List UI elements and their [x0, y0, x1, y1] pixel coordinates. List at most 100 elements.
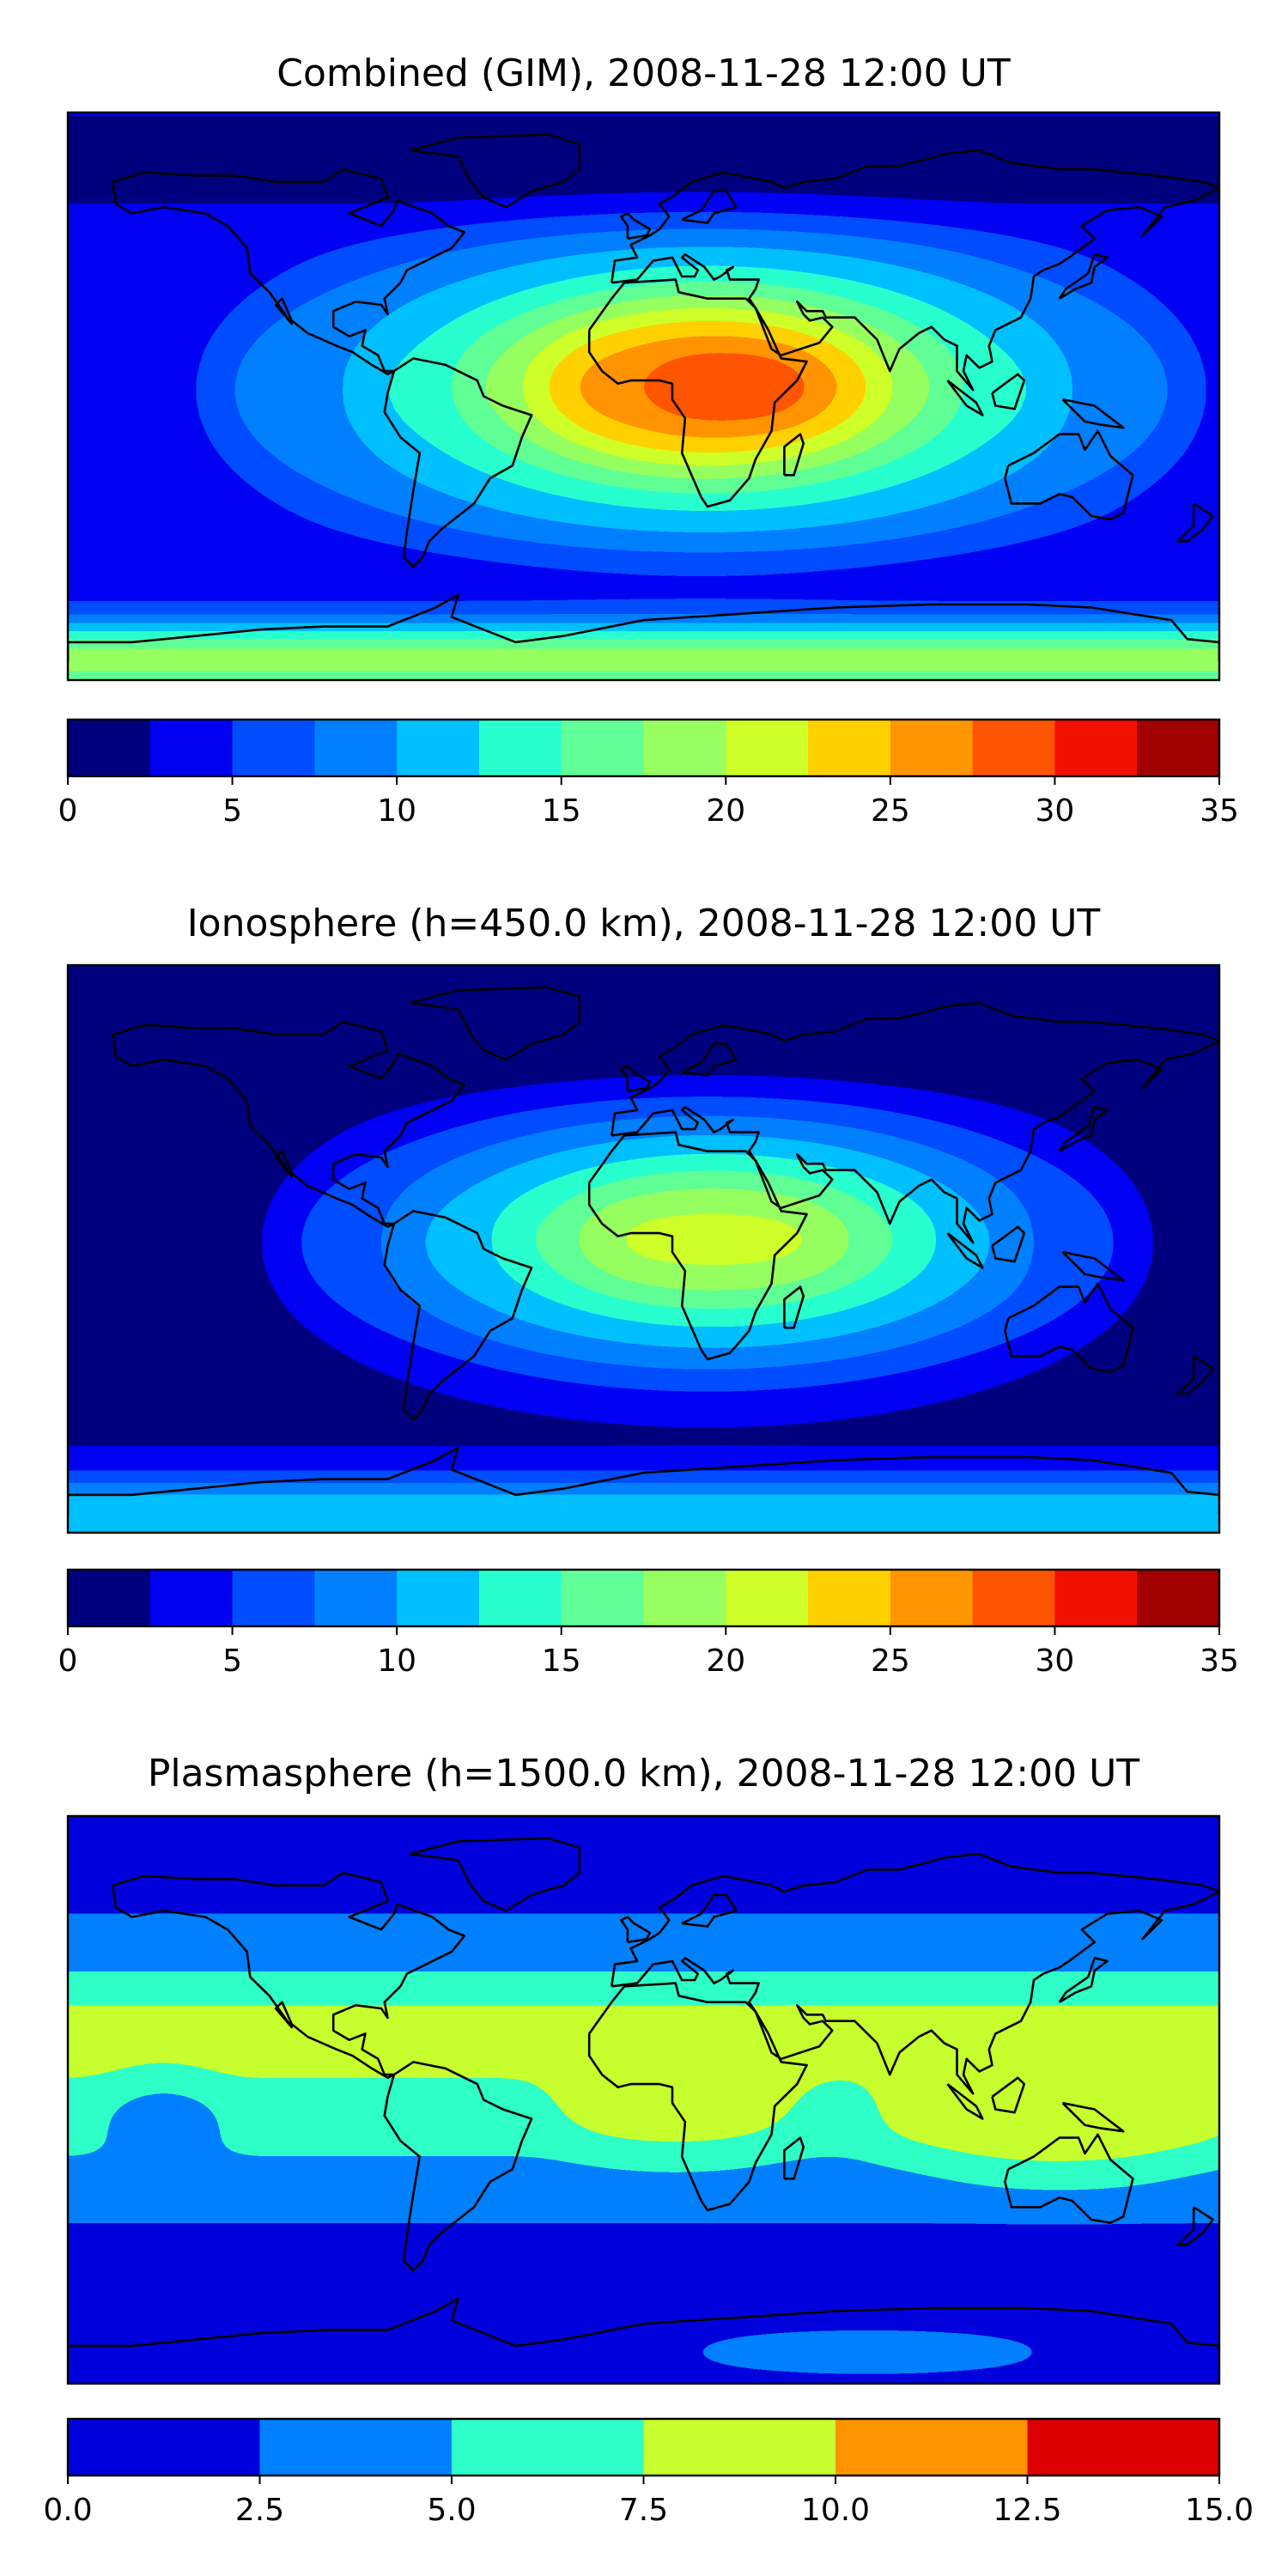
map-frame-1	[66, 111, 1221, 682]
map-frame-2	[66, 963, 1221, 1534]
colorbar-1-tick-label-6: 25	[871, 793, 910, 829]
colorbar-2-swatch-7	[561, 1570, 645, 1626]
colorbar-2-swatch-2	[149, 1570, 234, 1626]
coastline-1-7	[681, 190, 738, 224]
colorbar-1-swatch-13	[1054, 720, 1138, 776]
colorbar-2-swatch-1	[68, 1570, 151, 1626]
colorbar-2-swatch-12	[972, 1570, 1056, 1626]
panel-2: Ionosphere (h=450.0 km), 2008-11-28 12:0…	[58, 902, 1239, 1679]
coastline-1-11	[991, 373, 1026, 410]
colorbar-2-tick-label-2: 5	[222, 1643, 242, 1679]
colorbar-1-swatch-2	[149, 720, 234, 776]
contour-field-2	[68, 965, 1219, 1533]
colorbar-1-tick-label-5: 20	[706, 793, 745, 829]
coastline-2-1	[111, 1020, 466, 1229]
colorbar-2-tick-label-7: 30	[1036, 1643, 1075, 1679]
coastline-2-8	[1058, 1106, 1109, 1152]
colorbar-2-tick-label-6: 25	[871, 1643, 910, 1679]
coastline-2-12	[946, 1232, 984, 1269]
colorbar-2-swatch-6	[478, 1570, 562, 1626]
coastline-1-10	[783, 433, 805, 477]
colorbar-2-swatch-14	[1137, 1570, 1220, 1626]
coastline-2-7	[681, 1042, 738, 1077]
colorbar-1-swatch-6	[478, 720, 562, 776]
coastline-1-2	[410, 133, 581, 209]
coastline-3-13	[1061, 2101, 1125, 2133]
colorbar-3-swatch-1	[68, 2419, 261, 2476]
colorbar-1-swatch-9	[726, 720, 809, 776]
coastline-1-5	[611, 149, 1219, 392]
coastline-3-14	[1176, 2206, 1214, 2246]
coastline-3-4	[587, 1982, 808, 2212]
colorbar-3-swatch-3	[452, 2419, 645, 2476]
panel-1-title: Combined (GIM), 2008-11-28 12:00 UT	[276, 52, 1011, 95]
colorbar-2-tick-label-8: 35	[1200, 1643, 1239, 1679]
coastline-1-3	[383, 357, 533, 568]
colorbar-3-tick-label-4: 7.5	[619, 2493, 668, 2528]
map-frame-3	[66, 1814, 1221, 2385]
coastline-3-3	[383, 2061, 533, 2272]
colorbar-3-tick-label-2: 2.5	[235, 2493, 284, 2528]
colorbar-2-swatch-4	[314, 1570, 398, 1626]
coastline-1-13	[1061, 398, 1125, 429]
coastline-2-11	[991, 1225, 1026, 1263]
colorbar-1-tick-label-1: 0	[58, 793, 78, 829]
colorbar-2-swatch-10	[808, 1570, 891, 1626]
colorbar-3-tick-label-5: 10.0	[801, 2493, 870, 2528]
coastline-3-1	[111, 1871, 466, 2080]
coastline-1-4	[587, 278, 808, 508]
map-1	[66, 111, 1221, 682]
coastline-1-12	[946, 380, 984, 416]
coastline-2-10	[783, 1285, 805, 1329]
colorbar-2-swatch-8	[643, 1570, 726, 1626]
colorbar-1-frame	[66, 718, 1221, 778]
coastline-1-15	[68, 593, 1219, 661]
coastline-2-5	[611, 1001, 1219, 1244]
coastline-3-5	[611, 1852, 1219, 2095]
coastline-1-14	[1176, 502, 1214, 543]
colorbar-1-swatch-7	[561, 720, 645, 776]
colorbar-2-swatch-5	[397, 1570, 480, 1626]
coastline-1-1	[111, 167, 466, 376]
colorbar-3-swatch-4	[643, 2419, 836, 2476]
colorbar-2-tick-label-5: 20	[706, 1643, 745, 1679]
colorbar-1-swatch-3	[232, 720, 315, 776]
coastline-3-15	[68, 2297, 1219, 2365]
panel-1: Combined (GIM), 2008-11-28 12:00 UT 0 5 10 1…	[58, 52, 1239, 829]
coastline-1-9	[1004, 429, 1134, 521]
colorbar-1-tick-label-3: 10	[377, 793, 416, 829]
coastline-2-14	[1176, 1355, 1214, 1395]
colorbar-3-swatch-5	[835, 2419, 1029, 2476]
coastline-2-3	[383, 1210, 533, 1421]
coastlines-1	[68, 133, 1219, 661]
colorbar-1-tick-label-2: 5	[222, 793, 242, 829]
coastline-3-9	[1004, 2133, 1134, 2225]
coastline-3-11	[991, 2076, 1026, 2114]
colorbar-2-tick-label-3: 10	[377, 1643, 416, 1679]
colorbar-1-tick-label-4: 15	[542, 793, 581, 829]
colorbar-2: 0 5 10 15 20 25 30 35	[58, 1568, 1239, 1679]
contour-field-1	[68, 112, 1219, 680]
colorbar-1-swatch-12	[972, 720, 1056, 776]
colorbar-1-tick-label-7: 30	[1036, 793, 1075, 829]
coastline-3-6	[620, 1916, 652, 1944]
coastline-2-9	[1004, 1282, 1134, 1374]
coastline-2-6	[620, 1065, 652, 1093]
coastline-1-6	[620, 212, 652, 240]
colorbar-1: 0 5 10 15 20 25 30 35	[58, 718, 1239, 829]
colorbar-1-tick-label-8: 35	[1200, 793, 1239, 829]
colorbar-2-tick-label-1: 0	[58, 1643, 78, 1679]
colorbar-2-frame	[66, 1568, 1221, 1628]
colorbar-3-swatch-6	[1027, 2419, 1220, 2476]
colorbar-3-tick-label-1: 0.0	[43, 2493, 92, 2528]
map-3	[66, 1814, 1221, 2385]
colorbar-3-swatch-2	[259, 2419, 453, 2476]
panel-3-title: Plasmasphere (h=1500.0 km), 2008-11-28 1…	[148, 1752, 1139, 1795]
coastline-3-10	[783, 2136, 805, 2180]
colorbar-3-tick-label-7: 15.0	[1185, 2493, 1254, 2528]
colorbar-1-swatch-8	[643, 720, 726, 776]
colorbar-2-swatch-13	[1054, 1570, 1138, 1626]
coastline-3-2	[410, 1837, 581, 1912]
coastline-2-4	[587, 1131, 808, 1361]
